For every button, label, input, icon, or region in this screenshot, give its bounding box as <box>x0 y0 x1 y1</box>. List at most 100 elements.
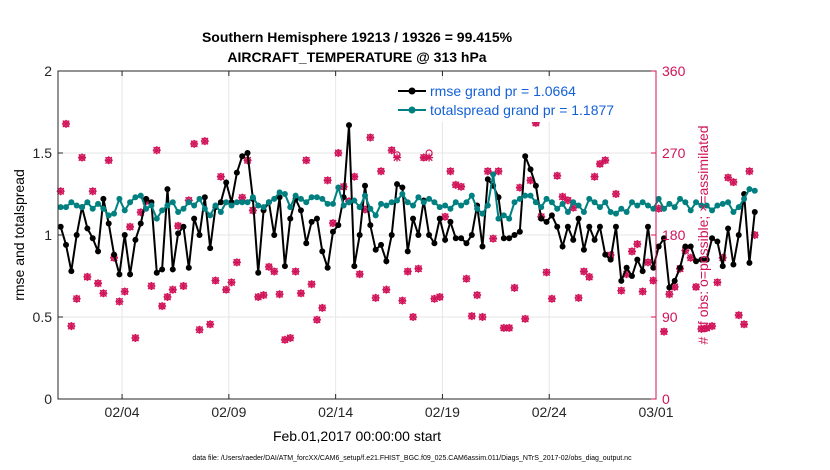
obs-assimilated-marker <box>62 119 71 128</box>
obs-assimilated-marker <box>750 231 759 239</box>
totalspread-point <box>324 200 331 207</box>
rmse-point <box>527 166 534 173</box>
obs-assimilated-marker <box>259 291 268 300</box>
rmse-point <box>223 179 230 186</box>
obs-assimilated-marker <box>515 183 524 192</box>
totalspread-point <box>575 202 582 209</box>
obs-assimilated-marker <box>83 272 92 281</box>
rmse-point <box>399 184 406 191</box>
totalspread-point <box>394 197 401 204</box>
rmse-point <box>73 232 80 238</box>
obs-assimilated-marker <box>697 324 706 333</box>
obs-assimilated-marker <box>174 221 183 230</box>
obs-assimilated-marker <box>729 178 738 187</box>
obs-assimilated-marker <box>264 262 273 271</box>
obs-assimilated-marker <box>328 219 337 228</box>
obs-assimilated-marker <box>195 325 204 334</box>
rmse-point <box>356 232 363 238</box>
y-right-tick-label: 0 <box>662 391 670 407</box>
rmse-point <box>116 271 123 278</box>
rmse-point <box>596 223 603 230</box>
rmse-point <box>618 277 625 284</box>
obs-assimilated-marker <box>467 312 476 321</box>
totalspread-point <box>95 200 102 207</box>
totalspread-point <box>207 212 214 219</box>
rmse-point <box>201 194 208 201</box>
obs-assimilated-marker <box>649 276 658 285</box>
rmse-point <box>516 228 523 235</box>
totalspread-point <box>420 199 427 206</box>
totalspread-point <box>217 209 224 216</box>
rmse-point <box>468 232 475 238</box>
obs-assimilated-marker <box>670 282 679 291</box>
obs-assimilated-marker <box>542 268 551 277</box>
rmse-point <box>650 264 657 271</box>
obs-assimilated-marker <box>361 205 370 214</box>
obs-assimilated-marker <box>382 285 391 294</box>
rmse-point <box>143 195 150 202</box>
totalspread-point <box>543 195 550 202</box>
totalspread-point <box>458 202 465 209</box>
totalspread-point <box>153 215 160 222</box>
obs-assimilated-marker <box>254 292 263 301</box>
totalspread-point <box>479 210 486 217</box>
obs-assimilated-marker <box>654 204 663 213</box>
totalspread-point <box>367 205 374 212</box>
totalspread-point <box>500 212 507 219</box>
totalspread-point <box>714 202 721 209</box>
obs-assimilated-marker <box>494 167 503 176</box>
x-tick-label: 02/04 <box>105 404 140 420</box>
obs-assimilated-marker <box>371 293 380 302</box>
obs-assimilated-marker <box>617 286 626 295</box>
totalspread-point <box>287 204 294 211</box>
rmse-point <box>329 228 336 235</box>
rmse-point <box>693 258 700 265</box>
totalspread-point <box>159 207 166 214</box>
obs-assimilated-marker <box>435 292 444 301</box>
rmse-point <box>319 248 326 255</box>
rmse-point <box>458 235 465 242</box>
totalspread-line <box>60 174 756 221</box>
totalspread-point <box>271 195 278 202</box>
obs-assimilated-marker <box>601 156 610 165</box>
rmse-point <box>207 245 214 252</box>
legend-rmse-label: rmse grand pr = 1.0664 <box>430 83 576 99</box>
obs-assimilated-marker <box>377 167 386 176</box>
rmse-point <box>511 232 518 238</box>
totalspread-point <box>468 192 475 199</box>
rmse-point <box>351 263 358 270</box>
rmse-point <box>623 264 630 271</box>
obs-assimilated-marker <box>78 153 87 162</box>
rmse-point <box>655 243 662 250</box>
totalspread-point <box>687 207 694 214</box>
totalspread-point <box>741 195 748 202</box>
obs-assimilated-marker <box>740 320 749 329</box>
rmse-point <box>575 215 582 222</box>
totalspread-point <box>233 199 240 206</box>
rmse-point <box>84 225 91 232</box>
totalspread-point <box>84 199 91 206</box>
rmse-point <box>661 235 668 242</box>
series-lines <box>57 122 758 291</box>
rmse-point <box>324 264 331 271</box>
totalspread-point <box>431 199 438 206</box>
totalspread-point <box>661 205 668 212</box>
rmse-point <box>591 236 598 243</box>
obs-assimilated-marker <box>483 167 492 176</box>
obs-assimilated-marker <box>334 149 343 157</box>
totalspread-point <box>89 205 96 212</box>
x-tick-label: 03/01 <box>638 404 673 420</box>
totalspread-point <box>228 202 235 209</box>
rmse-point <box>132 236 139 243</box>
totalspread-point <box>111 210 118 217</box>
rmse-point <box>586 223 593 230</box>
obs-assimilated-marker <box>430 294 439 303</box>
totalspread-point <box>709 207 716 214</box>
rmse-point <box>644 223 651 230</box>
totalspread-point <box>677 195 684 202</box>
obs-assimilated-marker <box>569 203 578 212</box>
obs-assimilated-marker <box>686 253 695 262</box>
obs-assimilated-marker <box>590 172 599 181</box>
totalspread-point <box>682 199 689 206</box>
y-left-tick-label: 1 <box>44 227 52 243</box>
